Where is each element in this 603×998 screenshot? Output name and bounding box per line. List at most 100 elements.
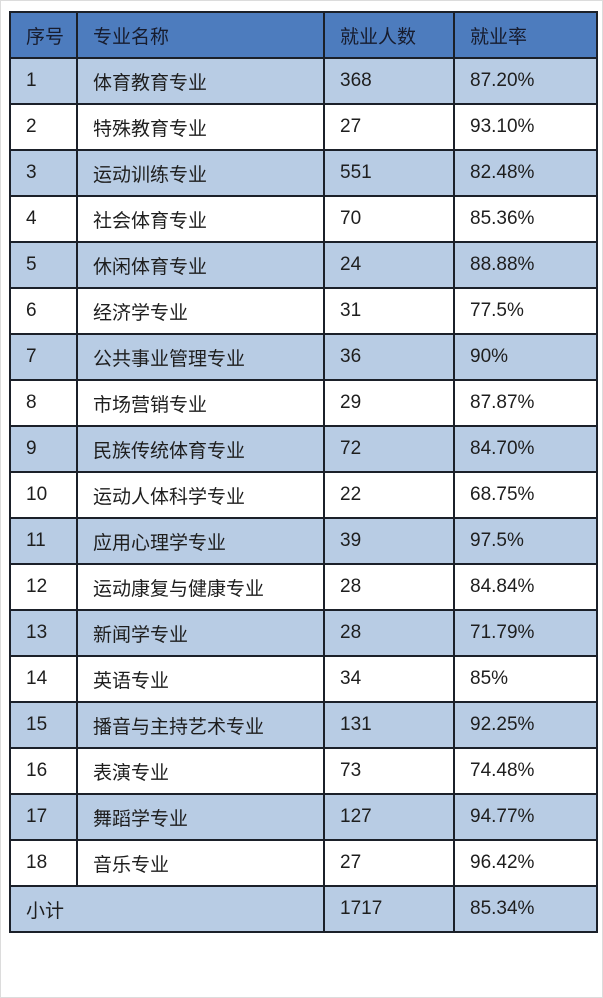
major-name-cell: 舞蹈学专业 [76, 793, 325, 841]
employment-count-cell: 36 [323, 333, 455, 381]
employment-rate-cell: 93.10% [453, 103, 598, 151]
major-name-cell: 经济学专业 [76, 287, 325, 335]
employment-rate-cell: 82.48% [453, 149, 598, 197]
employment-count-cell: 27 [323, 839, 455, 887]
column-header-major: 专业名称 [76, 11, 325, 59]
major-name-cell: 市场营销专业 [76, 379, 325, 427]
employment-rate-cell: 74.48% [453, 747, 598, 795]
table-row: 17 舞蹈学专业 127 94.77% [9, 793, 598, 841]
major-name-cell: 新闻学专业 [76, 609, 325, 657]
row-index-cell: 10 [9, 471, 78, 519]
column-header-count: 就业人数 [323, 11, 455, 59]
employment-table: 序号 专业名称 就业人数 就业率 1 体育教育专业 368 87.20% 2 特殊教育专业 27 9… [9, 11, 598, 933]
row-index-cell: 6 [9, 287, 78, 335]
subtotal-row: 小计 1717 85.34% [9, 885, 598, 933]
row-index-cell: 3 [9, 149, 78, 197]
header-row: 序号 专业名称 就业人数 就业率 [9, 11, 598, 59]
row-index-cell: 8 [9, 379, 78, 427]
employment-count-cell: 31 [323, 287, 455, 335]
table-row: 13 新闻学专业 28 71.79% [9, 609, 598, 657]
employment-count-cell: 22 [323, 471, 455, 519]
employment-count-cell: 131 [323, 701, 455, 749]
employment-count-cell: 70 [323, 195, 455, 243]
table-row: 16 表演专业 73 74.48% [9, 747, 598, 795]
table-row: 7 公共事业管理专业 36 90% [9, 333, 598, 381]
employment-rate-cell: 90% [453, 333, 598, 381]
employment-count-cell: 39 [323, 517, 455, 565]
table-row: 8 市场营销专业 29 87.87% [9, 379, 598, 427]
row-index-cell: 12 [9, 563, 78, 611]
table-row: 18 音乐专业 27 96.42% [9, 839, 598, 887]
employment-rate-cell: 97.5% [453, 517, 598, 565]
employment-count-cell: 28 [323, 609, 455, 657]
employment-rate-cell: 94.77% [453, 793, 598, 841]
major-name-cell: 运动康复与健康专业 [76, 563, 325, 611]
table-row: 5 休闲体育专业 24 88.88% [9, 241, 598, 289]
major-name-cell: 播音与主持艺术专业 [76, 701, 325, 749]
table-row: 10 运动人体科学专业 22 68.75% [9, 471, 598, 519]
employment-count-cell: 127 [323, 793, 455, 841]
table-row: 14 英语专业 34 85% [9, 655, 598, 703]
major-name-cell: 体育教育专业 [76, 57, 325, 105]
row-index-cell: 1 [9, 57, 78, 105]
employment-count-cell: 551 [323, 149, 455, 197]
row-index-cell: 11 [9, 517, 78, 565]
employment-rate-cell: 88.88% [453, 241, 598, 289]
row-index-cell: 15 [9, 701, 78, 749]
major-name-cell: 休闲体育专业 [76, 241, 325, 289]
major-name-cell: 英语专业 [76, 655, 325, 703]
employment-count-cell: 72 [323, 425, 455, 473]
table-body: 1 体育教育专业 368 87.20% 2 特殊教育专业 27 93.10% 3 运动训练专业 55… [9, 57, 598, 887]
row-index-cell: 2 [9, 103, 78, 151]
major-name-cell: 运动人体科学专业 [76, 471, 325, 519]
row-index-cell: 17 [9, 793, 78, 841]
employment-rate-cell: 68.75% [453, 471, 598, 519]
employment-rate-cell: 84.84% [453, 563, 598, 611]
table-row: 4 社会体育专业 70 85.36% [9, 195, 598, 243]
row-index-cell: 13 [9, 609, 78, 657]
employment-count-cell: 27 [323, 103, 455, 151]
major-name-cell: 社会体育专业 [76, 195, 325, 243]
employment-rate-cell: 84.70% [453, 425, 598, 473]
employment-rate-cell: 92.25% [453, 701, 598, 749]
row-index-cell: 7 [9, 333, 78, 381]
major-name-cell: 公共事业管理专业 [76, 333, 325, 381]
employment-count-cell: 28 [323, 563, 455, 611]
major-name-cell: 表演专业 [76, 747, 325, 795]
major-name-cell: 民族传统体育专业 [76, 425, 325, 473]
employment-count-cell: 29 [323, 379, 455, 427]
table-row: 9 民族传统体育专业 72 84.70% [9, 425, 598, 473]
table-row: 1 体育教育专业 368 87.20% [9, 57, 598, 105]
employment-count-cell: 34 [323, 655, 455, 703]
row-index-cell: 18 [9, 839, 78, 887]
subtotal-label: 小计 [9, 885, 325, 933]
employment-rate-cell: 85% [453, 655, 598, 703]
table-row: 12 运动康复与健康专业 28 84.84% [9, 563, 598, 611]
employment-count-cell: 73 [323, 747, 455, 795]
row-index-cell: 16 [9, 747, 78, 795]
major-name-cell: 运动训练专业 [76, 149, 325, 197]
employment-rate-cell: 85.36% [453, 195, 598, 243]
employment-rate-cell: 87.20% [453, 57, 598, 105]
table-row: 15 播音与主持艺术专业 131 92.25% [9, 701, 598, 749]
employment-rate-cell: 87.87% [453, 379, 598, 427]
employment-count-cell: 24 [323, 241, 455, 289]
row-index-cell: 5 [9, 241, 78, 289]
table-row: 6 经济学专业 31 77.5% [9, 287, 598, 335]
major-name-cell: 特殊教育专业 [76, 103, 325, 151]
employment-rate-cell: 96.42% [453, 839, 598, 887]
employment-count-cell: 368 [323, 57, 455, 105]
employment-rate-cell: 71.79% [453, 609, 598, 657]
column-header-rate: 就业率 [453, 11, 598, 59]
employment-rate-cell: 77.5% [453, 287, 598, 335]
row-index-cell: 14 [9, 655, 78, 703]
table-row: 11 应用心理学专业 39 97.5% [9, 517, 598, 565]
subtotal-count: 1717 [323, 885, 455, 933]
column-header-index: 序号 [9, 11, 78, 59]
major-name-cell: 音乐专业 [76, 839, 325, 887]
subtotal-rate: 85.34% [453, 885, 598, 933]
table-row: 2 特殊教育专业 27 93.10% [9, 103, 598, 151]
major-name-cell: 应用心理学专业 [76, 517, 325, 565]
row-index-cell: 9 [9, 425, 78, 473]
